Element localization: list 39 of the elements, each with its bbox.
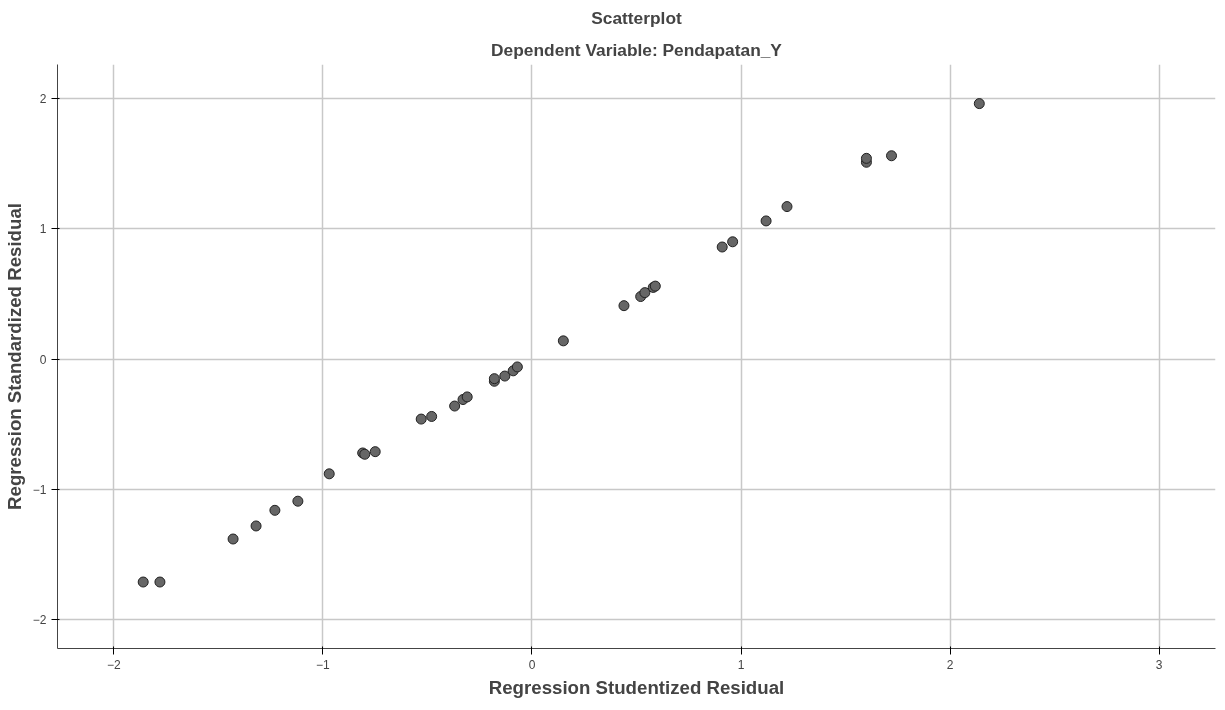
point <box>323 468 335 480</box>
y-tick-label: 0 <box>39 352 47 367</box>
x-axis-title: Regression Studentized Residual <box>488 676 785 698</box>
point <box>415 413 427 425</box>
point <box>369 446 381 458</box>
y-tick-label: 2 <box>39 91 47 106</box>
y-axis-title: Regression Standardized Residual <box>3 203 25 510</box>
point <box>499 370 511 382</box>
x-tick-label: 3 <box>1155 657 1163 672</box>
point <box>760 215 772 227</box>
x-tick-label: 0 <box>528 657 536 672</box>
point <box>618 300 630 312</box>
x-tick-label: 1 <box>737 657 745 672</box>
y-tick-label: −2 <box>32 613 47 628</box>
point <box>250 520 262 532</box>
point <box>292 495 304 507</box>
chart-title: Scatterplot <box>591 7 682 28</box>
x-tick-label: −2 <box>107 657 122 672</box>
point <box>269 504 281 516</box>
point <box>886 150 898 162</box>
point <box>781 201 793 213</box>
x-tick-label: −1 <box>316 657 331 672</box>
y-tick-label: −1 <box>32 482 47 497</box>
point <box>716 241 728 253</box>
point <box>973 98 985 110</box>
point <box>461 391 473 403</box>
point <box>137 576 149 588</box>
point <box>639 287 651 299</box>
chart-subtitle: Dependent Variable: Pendapatan_Y <box>491 39 783 60</box>
point <box>860 152 872 164</box>
point <box>426 410 438 422</box>
point <box>227 533 239 545</box>
y-tick-label: 1 <box>39 222 47 237</box>
point <box>511 361 523 373</box>
point <box>557 335 569 347</box>
point <box>449 400 461 412</box>
point <box>727 236 739 248</box>
point <box>154 576 166 588</box>
x-tick-label: 2 <box>946 657 954 672</box>
